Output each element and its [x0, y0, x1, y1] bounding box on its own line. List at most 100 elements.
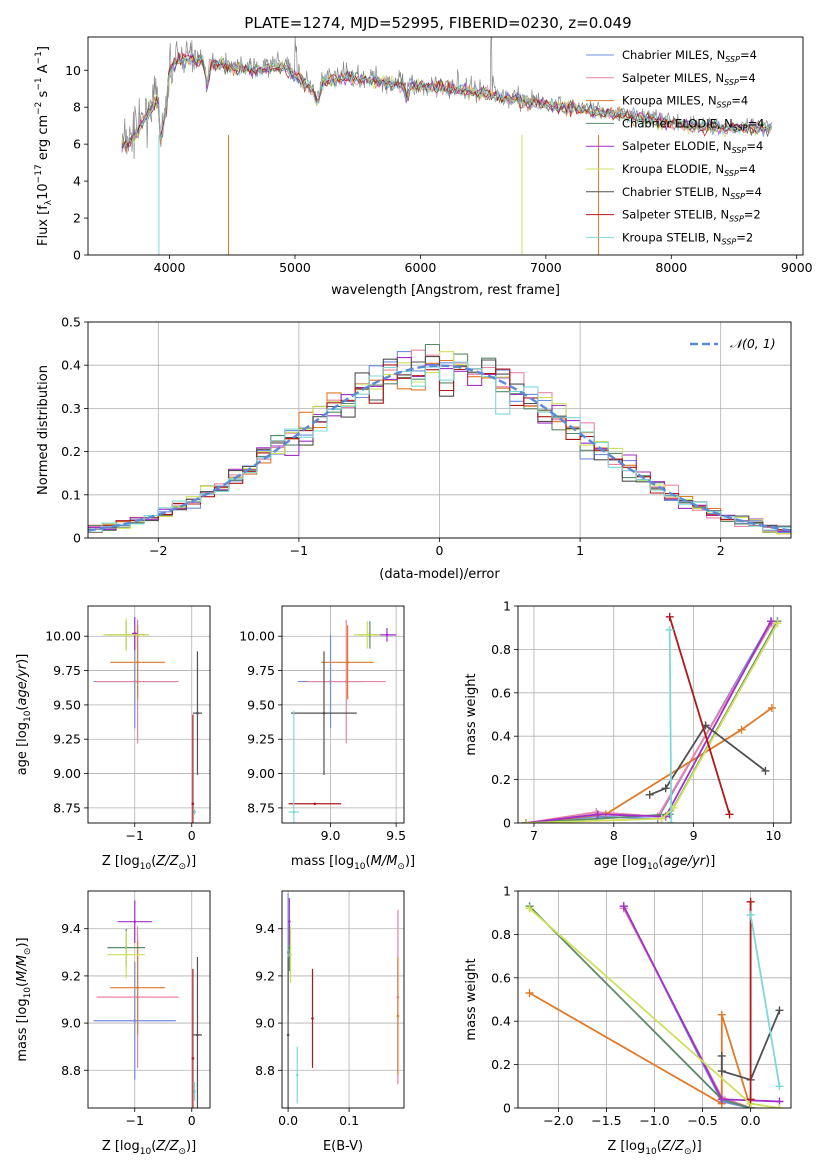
metallicity-age-axes: −1 0 8.75 9.00 9.25 9.50 9.75 10.00 Z [log10(Z/Z… [15, 605, 211, 872]
x-tick-label: −2.0 [543, 1113, 573, 1128]
y-tick-label: 9.4 [255, 921, 275, 936]
data-point [322, 711, 326, 715]
y-tick-label: 0.2 [61, 444, 81, 459]
weight-marker [775, 1006, 784, 1015]
y-tick-label: 8.8 [61, 1063, 81, 1078]
y-tick-label: 9.50 [247, 697, 275, 712]
y-tick-label: 9.50 [53, 697, 81, 712]
data-point [124, 953, 128, 956]
y-tick-label: 0.4 [491, 729, 511, 744]
weight-marker [717, 1095, 726, 1104]
weight-line-2 [525, 707, 773, 823]
x-tick-label: 0 [436, 543, 444, 558]
legend-label: Chabrier ELODIE, NSSP=4 [622, 116, 764, 132]
axes-frame [87, 321, 792, 539]
weight-marker [593, 810, 602, 819]
weight-marker [525, 904, 534, 913]
plot-area [525, 897, 784, 1108]
metallicity-mass-weight-axes: −2.0 −1.5 −1.0 −0.5 0.0 0 0.2 0.4 0.6 0.8 1 mass we… [464, 884, 792, 1157]
legend-label: Kroupa STELIB, NSSP=2 [622, 230, 753, 246]
legend-label: Chabrier MILES, NSSP=4 [622, 48, 757, 64]
data-point [292, 810, 296, 814]
weight-marker [717, 1051, 726, 1060]
x-tick-label: 0 [188, 828, 196, 843]
data-point [193, 810, 196, 814]
legend-label: Kroupa ELODIE, NSSP=4 [622, 162, 756, 178]
x-tick-label: 10 [765, 828, 781, 843]
model-spectrum-8 [121, 55, 772, 151]
weight-marker [767, 617, 776, 626]
y-tick-label: 0.8 [491, 927, 511, 942]
weight-marker [737, 725, 746, 734]
axes-frame [87, 890, 211, 1109]
plot-area [93, 616, 203, 823]
legend-label: Salpeter STELIB, NSSP=2 [622, 208, 761, 224]
weight-line-3 [525, 620, 779, 823]
y-axis-label: Flux [fλ10−17 erg cm−2 s−1 A−1] [34, 46, 54, 246]
age-mass-weight-axes: 7 8 9 10 0 0.2 0.4 0.6 0.8 1 mass weight age [log10… [464, 599, 792, 872]
y-axis-label: mass [log10(M/M⊙)] [15, 937, 33, 1061]
weight-marker [746, 897, 755, 906]
y-tick-label: 8.75 [53, 800, 81, 815]
y-tick-label: 0.2 [491, 1057, 511, 1072]
weight-line-6 [720, 1010, 781, 1081]
y-tick-label: 0.4 [491, 1014, 511, 1029]
x-axis-label: mass [log10(M/M⊙)] [291, 854, 415, 872]
y-tick-label: 0.2 [491, 772, 511, 787]
plot-area [286, 893, 400, 1108]
y-tick-label: 0 [503, 816, 511, 831]
data-point [136, 986, 139, 990]
weight-line-0 [525, 620, 772, 823]
weight-line-1 [525, 622, 773, 823]
ebv-mass-axes: 0.0 0.1 8.8 9.0 9.2 9.4 E(B-V) [255, 890, 405, 1154]
normal-curve [88, 364, 791, 532]
weight-marker [746, 1095, 755, 1104]
weight-line-0 [622, 905, 751, 1108]
weight-marker [775, 1082, 784, 1091]
y-tick-label: 9.0 [255, 1016, 275, 1031]
y-tick-label: 9.75 [53, 663, 81, 678]
y-tick-label: 9.2 [255, 968, 275, 983]
data-point [136, 661, 139, 664]
weight-marker [717, 1010, 726, 1019]
model-spectrum-5 [121, 53, 772, 146]
mass-age-axes: 9.0 9.5 8.75 9.00 9.25 9.50 9.75 10.00 mass [log… [239, 605, 415, 872]
weight-line-4 [525, 620, 772, 823]
y-tick-label: 8.8 [255, 1063, 275, 1078]
y-tick-label: 10 [65, 63, 81, 78]
x-axis-label: Z [log10(Z/Z⊙)] [607, 1139, 701, 1157]
x-tick-label: −0.5 [687, 1113, 717, 1128]
axes-frame [87, 36, 804, 256]
weight-marker [725, 810, 734, 819]
plot-area [121, 37, 772, 255]
y-tick-label: 9.2 [61, 968, 81, 983]
legend-label: Salpeter MILES, NSSP=4 [622, 71, 756, 87]
x-tick-label: 7000 [530, 260, 562, 275]
data-point [385, 633, 389, 637]
data-point [286, 1033, 290, 1037]
data-point [346, 661, 349, 664]
data-point [133, 632, 137, 635]
plot-area [288, 619, 397, 823]
weight-marker [525, 988, 534, 997]
y-tick-label: 0.6 [491, 685, 511, 700]
y-tick-label: 9.0 [61, 1016, 81, 1031]
x-tick-label: 9000 [781, 260, 813, 275]
y-tick-label: 9.00 [247, 766, 275, 781]
legend-label: 𝒩(0, 1) [730, 336, 776, 351]
x-axis-label: wavelength [Angstrom, rest frame] [331, 283, 560, 298]
y-tick-label: 0.5 [61, 315, 81, 330]
weight-marker [767, 703, 776, 712]
plot-area [88, 343, 791, 535]
y-tick-label: 0.6 [491, 970, 511, 985]
weight-marker [667, 819, 676, 823]
weight-marker [661, 784, 670, 793]
data-point [365, 633, 369, 637]
y-axis-label: mass weight [464, 673, 479, 755]
weight-marker [775, 1104, 784, 1108]
legend-label: Chabrier STELIB, NSSP=4 [622, 185, 762, 201]
weight-marker [746, 910, 755, 919]
axes-frame [517, 890, 792, 1109]
x-tick-label: 7 [530, 828, 538, 843]
